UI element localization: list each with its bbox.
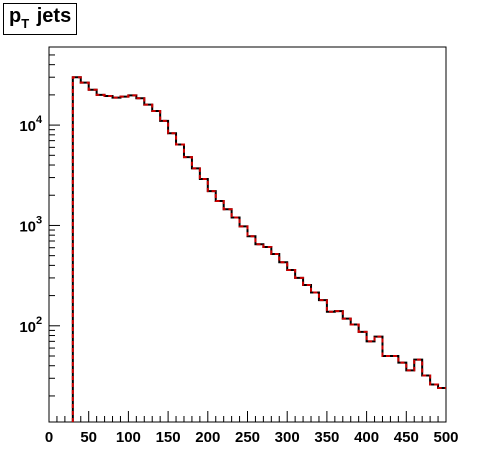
x-tick-label: 300 [275,429,300,446]
x-tick-label: 500 [433,429,458,446]
chart-title-main: p [9,5,22,27]
y-tick-label: 10 [19,118,36,135]
chart-title: pT jets [9,5,72,31]
y-tick-label: 10 [19,319,36,336]
chart-title-rest: jets [31,5,72,27]
chart-title-subscript: T [21,16,30,31]
x-tick-label: 0 [45,429,53,446]
y-tick-label: 10 [19,218,36,235]
x-tick-label: 200 [195,429,220,446]
y-tick-exponent: 2 [36,315,42,327]
x-tick-label: 50 [80,429,97,446]
histogram-series-solid [71,76,446,422]
y-tick-exponent: 3 [36,214,42,226]
x-tick-label: 450 [394,429,419,446]
y-tick-exponent: 4 [36,114,43,126]
x-tick-label: 150 [156,429,181,446]
x-tick-label: 100 [116,429,141,446]
x-tick-label: 250 [235,429,260,446]
x-tick-label: 350 [314,429,339,446]
x-tick-label: 400 [354,429,379,446]
histogram-series-dashed [71,76,446,422]
chart-title-box: pT jets [3,3,77,35]
